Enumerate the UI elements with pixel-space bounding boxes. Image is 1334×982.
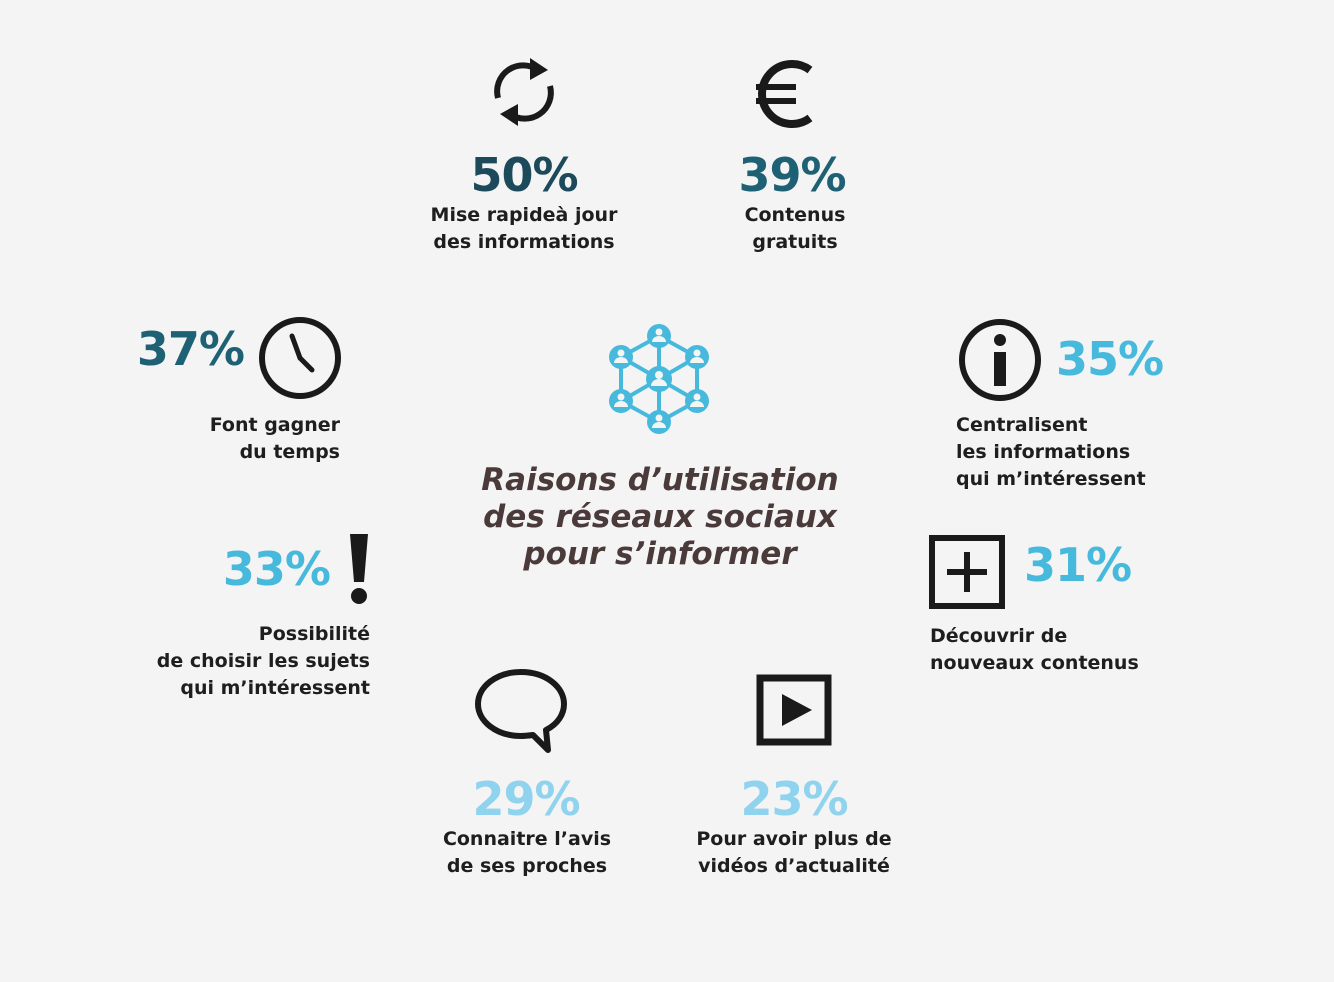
item-label: Pour avoir plus de vidéos d’actualité <box>696 828 892 877</box>
item-value: 39% <box>738 148 846 202</box>
item-label: Découvrir de nouveaux contenus <box>930 625 1139 674</box>
item-label: Font gagner du temps <box>209 414 340 463</box>
item-value: 23% <box>740 772 848 826</box>
item-label: Centralisent les informations qui m’inté… <box>956 414 1146 490</box>
exclamation-icon <box>350 534 368 604</box>
item-value: 29% <box>472 772 580 826</box>
item-value: 37% <box>136 322 245 376</box>
item-value: 35% <box>1056 332 1164 386</box>
speech-bubble-icon <box>475 669 567 753</box>
euro-icon <box>756 60 813 128</box>
network-users-icon <box>609 324 709 434</box>
item-value: 50% <box>470 148 578 202</box>
clock-icon <box>259 317 341 399</box>
refresh-icon <box>494 58 554 126</box>
diagram-title: Raisons d’utilisation des réseaux sociau… <box>481 462 839 572</box>
play-box-icon <box>756 674 832 746</box>
item-label: Mise rapideà jour des informations <box>430 204 618 253</box>
item-value: 31% <box>1024 538 1132 592</box>
info-icon <box>959 319 1041 401</box>
plus-box-icon <box>929 535 1005 609</box>
item-label: Possibilité de choisir les sujets qui m’… <box>156 623 370 699</box>
item-value: 33% <box>222 542 331 596</box>
item-label: Connaitre l’avis de ses proches <box>442 828 612 877</box>
item-label: Contenus gratuits <box>744 204 846 253</box>
